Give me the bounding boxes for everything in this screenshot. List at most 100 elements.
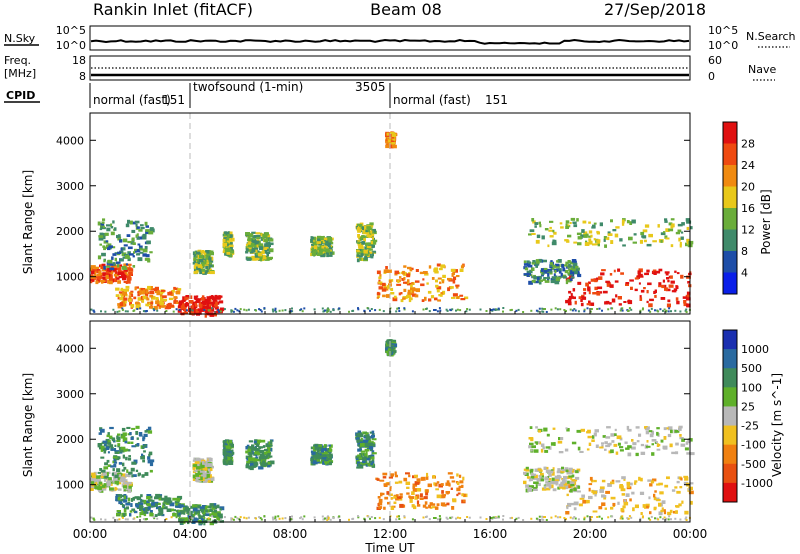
- echo-cell: [538, 474, 541, 478]
- echo-cell: [580, 302, 584, 307]
- echo-cell: [366, 234, 371, 238]
- echo-cell: [357, 234, 360, 238]
- echo-cell: [531, 279, 536, 283]
- echo-cell: [543, 427, 548, 432]
- echo-cell: [598, 276, 603, 280]
- echo-cell: [105, 271, 109, 274]
- echo-cell: [255, 250, 260, 253]
- echo-cell: [316, 241, 321, 244]
- echo-cell: [361, 248, 365, 253]
- echo-cell: [607, 308, 610, 311]
- echo-cell: [204, 509, 209, 513]
- echo-cell: [581, 494, 585, 498]
- echo-cell: [569, 516, 572, 519]
- echo-cell: [601, 479, 606, 483]
- echo-cell: [523, 273, 529, 276]
- echo-cell: [566, 471, 572, 475]
- echo-cell: [577, 490, 581, 493]
- echo-cell: [210, 308, 215, 312]
- echo-cell: [456, 487, 461, 492]
- echo-cell: [232, 518, 235, 521]
- echo-cell: [386, 294, 390, 298]
- echo-cell: [251, 457, 255, 461]
- echo-cell: [640, 512, 643, 516]
- freq-right-tick-top: 60: [708, 54, 722, 67]
- echo-cell: [376, 296, 379, 299]
- echo-cell: [175, 308, 178, 311]
- echo-cell: [213, 503, 217, 506]
- echo-region: [385, 131, 398, 149]
- echo-cell: [588, 238, 592, 241]
- echo-cell: [144, 257, 150, 261]
- echo-cell: [529, 269, 533, 274]
- echo-cell: [628, 515, 631, 518]
- echo-cell: [628, 307, 631, 310]
- echo-cell: [585, 282, 589, 287]
- echo-cell: [685, 308, 688, 311]
- echo-cell: [376, 478, 380, 481]
- echo-cell: [526, 476, 530, 479]
- echo-cell: [648, 496, 651, 500]
- echo-cell: [679, 437, 684, 440]
- echo-cell: [325, 248, 329, 253]
- echo-cell: [430, 506, 433, 509]
- echo-cell: [168, 497, 172, 502]
- echo-cell: [664, 484, 669, 488]
- colorbar-swatch: [723, 330, 737, 350]
- echo-cell: [647, 309, 650, 312]
- echo-cell: [639, 491, 645, 495]
- echo-cell: [117, 488, 122, 491]
- echo-cell: [274, 515, 277, 518]
- echo-cell: [565, 220, 570, 224]
- echo-cell: [660, 232, 666, 236]
- echo-cell: [239, 308, 242, 311]
- echo-cell: [387, 269, 392, 273]
- echo-cell: [625, 493, 630, 497]
- echo-cell: [114, 451, 119, 454]
- echo-cell: [176, 509, 180, 514]
- echo-cell: [570, 484, 575, 487]
- echo-cell: [627, 452, 632, 457]
- echo-cell: [370, 230, 373, 234]
- echo-cell: [537, 276, 540, 280]
- echo-cell: [203, 517, 206, 519]
- echo-cell: [159, 301, 164, 306]
- echo-cell: [664, 220, 668, 223]
- echo-cell: [390, 287, 394, 291]
- echo-cell: [591, 439, 595, 442]
- echo-cell: [169, 291, 173, 295]
- echo-cell: [538, 281, 542, 285]
- echo-cell: [178, 518, 182, 522]
- echo-cell: [137, 472, 140, 477]
- echo-cell: [245, 517, 248, 520]
- echo-cell: [581, 229, 585, 233]
- echo-cell: [275, 518, 278, 521]
- echo-cell: [439, 281, 442, 284]
- echo-cell: [592, 243, 597, 246]
- echo-cell: [485, 310, 488, 312]
- echo-cell: [205, 513, 210, 516]
- echo-cell: [683, 300, 687, 304]
- echo-cell: [671, 290, 675, 293]
- echo-cell: [122, 256, 126, 259]
- echo-cell: [102, 245, 106, 248]
- echo-cell: [363, 249, 368, 254]
- echo-cell: [134, 250, 137, 253]
- echo-cell: [635, 426, 640, 429]
- echo-cell: [265, 245, 269, 249]
- echo-cell: [321, 454, 326, 458]
- echo-cell: [365, 432, 369, 437]
- echo-cell: [679, 244, 682, 248]
- noise-right-tick-bottom: 10^0: [708, 39, 738, 52]
- echo-cell: [590, 479, 594, 483]
- echo-cell: [158, 497, 161, 501]
- echo-cell: [314, 452, 319, 455]
- echo-cell: [369, 446, 374, 450]
- echo-cell: [615, 294, 618, 298]
- echo-cell: [601, 502, 606, 506]
- echo-cell: [245, 309, 248, 312]
- echo-cell: [408, 495, 411, 498]
- echo-cell: [449, 286, 454, 289]
- freq-left-tick-top: 18: [72, 54, 86, 67]
- echo-cell: [327, 253, 333, 257]
